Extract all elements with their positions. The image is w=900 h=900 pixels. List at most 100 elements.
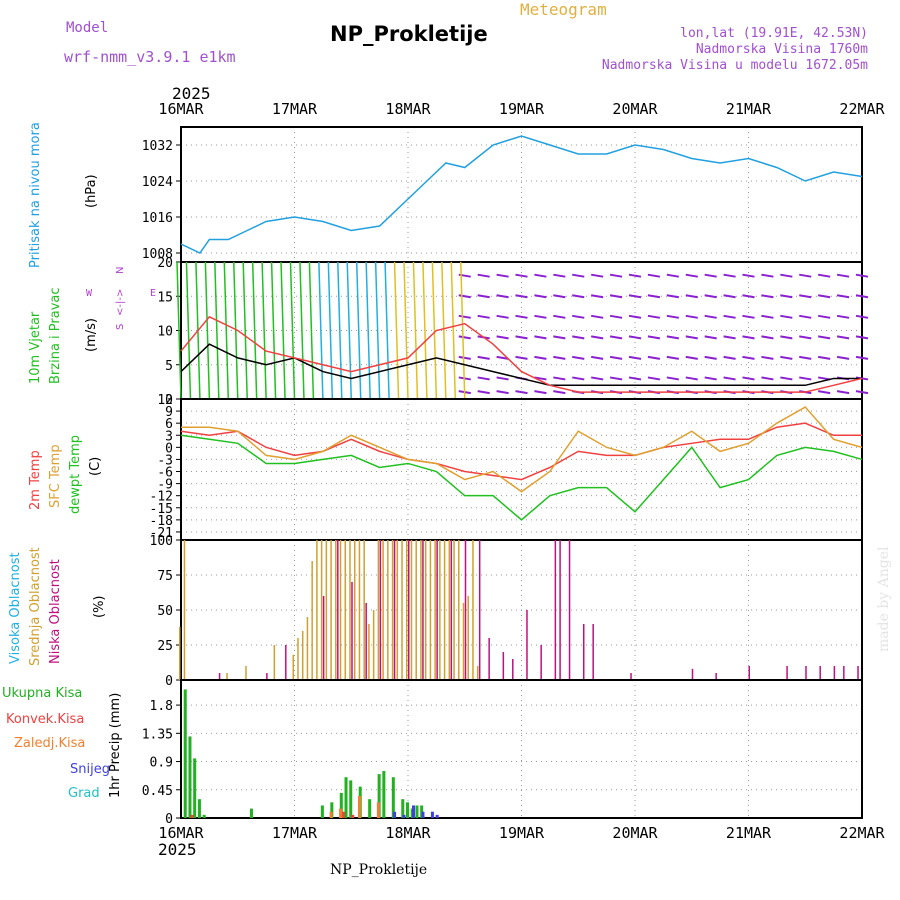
- wind-barb: [647, 335, 661, 340]
- bar: [630, 673, 632, 680]
- bar: [396, 540, 399, 680]
- wind-barb: [318, 261, 324, 400]
- compass-w: W: [86, 288, 93, 299]
- bar: [344, 540, 347, 680]
- wind-barb: [723, 294, 736, 299]
- bar: [266, 673, 268, 680]
- bar: [422, 540, 424, 680]
- wind-barb: [799, 314, 812, 319]
- bar: [393, 811, 397, 818]
- wind-barb: [515, 390, 528, 395]
- bar: [382, 770, 386, 818]
- bar: [401, 799, 405, 818]
- wind-barb: [204, 261, 211, 400]
- bar: [339, 540, 342, 680]
- time-tick-bottom: 17MAR: [272, 824, 318, 842]
- y-tick-label: 12: [157, 393, 173, 408]
- bar: [330, 540, 332, 680]
- bar: [358, 540, 361, 680]
- bar: [448, 540, 451, 680]
- bar: [435, 814, 439, 818]
- bar: [387, 540, 389, 680]
- wind-barb: [355, 261, 362, 400]
- wind-barb: [723, 335, 736, 340]
- wind-barb: [742, 314, 755, 319]
- bar: [467, 596, 469, 680]
- wind-barb: [308, 261, 315, 400]
- wind-barb: [628, 376, 642, 381]
- bar: [368, 624, 370, 680]
- wind-barb: [799, 376, 812, 381]
- wind-barb: [553, 294, 566, 299]
- series-line: [180, 315, 863, 393]
- wind-barb: [496, 294, 509, 299]
- wind-barb: [572, 294, 585, 299]
- bar: [183, 540, 186, 680]
- bar: [179, 626, 181, 680]
- time-tick-top: 18MAR: [385, 100, 431, 118]
- y-tick-label: 6: [165, 417, 173, 432]
- y-tick-label: 10: [157, 325, 173, 340]
- bar: [316, 540, 318, 680]
- bar: [540, 645, 542, 680]
- wind-barb: [431, 261, 438, 400]
- wind-barb: [799, 294, 812, 299]
- wind-barb: [647, 314, 661, 319]
- legend-frozen: Zaledj.Kisa: [14, 736, 86, 751]
- compass-e: E: [150, 288, 157, 299]
- y-tick-label: -15: [150, 502, 173, 517]
- bar: [559, 540, 561, 680]
- y-tick-label: 50: [157, 604, 173, 619]
- bar: [376, 802, 380, 818]
- y-tick-label: 3: [165, 429, 173, 444]
- wind-barb: [704, 294, 717, 299]
- bar: [188, 736, 192, 818]
- bar: [391, 540, 394, 680]
- bar: [372, 610, 375, 680]
- legend-hail: Grad: [68, 786, 100, 801]
- wind-barb: [458, 294, 471, 299]
- bar: [415, 540, 417, 680]
- bar: [339, 792, 343, 818]
- wind-barb: [441, 261, 447, 400]
- y-tick-label: 1016: [142, 211, 173, 226]
- bar: [351, 582, 353, 680]
- wind-barb: [780, 376, 793, 381]
- wind-barb: [647, 273, 661, 278]
- year-top: 2025: [172, 84, 211, 103]
- wind-barb: [818, 314, 831, 319]
- wind-barb: [393, 261, 400, 400]
- legend-snow: Snijeg: [70, 762, 110, 777]
- y-tick-label: 9: [165, 405, 173, 420]
- bar: [382, 540, 384, 680]
- wind-barb: [176, 261, 182, 400]
- wind-barb: [477, 314, 490, 319]
- bar: [330, 802, 334, 818]
- wind-barb: [251, 261, 258, 400]
- wind-barb: [723, 355, 736, 360]
- wind-barb: [591, 314, 604, 319]
- bar: [320, 540, 323, 680]
- bar: [412, 805, 415, 818]
- bar: [458, 540, 460, 680]
- wind-barb: [780, 294, 793, 299]
- bar: [453, 540, 455, 680]
- bar: [462, 603, 465, 680]
- bar: [476, 666, 479, 680]
- wind-barb: [609, 273, 623, 278]
- bar: [183, 689, 187, 818]
- time-tick-top: 20MAR: [612, 100, 658, 118]
- wind-barb: [534, 390, 547, 395]
- wind-barb: [477, 390, 490, 395]
- wind-barb: [685, 314, 698, 319]
- y-tick-label: -3: [157, 453, 173, 468]
- wind-barb: [855, 355, 869, 360]
- wind-barb: [836, 390, 850, 395]
- bar: [472, 540, 474, 680]
- bar: [306, 617, 309, 680]
- wind-barb: [609, 314, 623, 319]
- cloud-panel: 0 25 50 75 100: [150, 534, 863, 689]
- bar: [408, 540, 410, 680]
- y-tick-label: 20: [157, 256, 173, 271]
- wind-barb: [742, 355, 755, 360]
